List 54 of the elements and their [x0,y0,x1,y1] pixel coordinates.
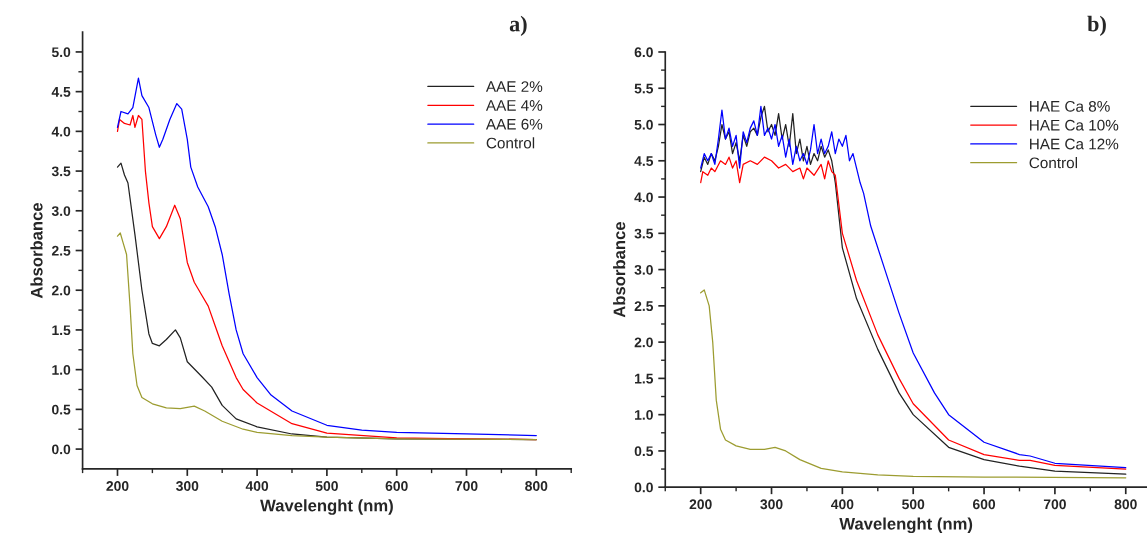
y-tick-label: 2.0 [634,337,653,348]
y-tick-label: 2.0 [51,285,71,296]
text: b) [1087,15,1106,36]
y-tick-label: 3.0 [51,206,71,216]
y-tick-label: 3.5 [634,228,654,239]
y-tick-label: 0.5 [52,404,71,415]
y-tick-label: 2.5 [634,301,654,312]
x-tick-label: 800 [525,481,548,491]
x-tick-label: 200 [689,499,712,510]
x-tick-label: 600 [972,499,996,510]
line-series [700,289,1127,479]
y-tick-label: 0.0 [52,444,71,455]
legend-label: AAE 4% [485,100,543,111]
x-tick-label: 300 [176,481,199,491]
y-tick-label: 5.0 [634,119,653,130]
y-tick-label: 0.5 [634,446,654,457]
x-tick-label: 400 [831,499,854,510]
x-tick-label: 400 [245,481,269,491]
y-tick-label: 4.0 [51,126,71,137]
y-tick-label: 4.0 [634,192,653,203]
annotation: a) [509,15,527,36]
y-tick-label: 2.5 [51,245,71,256]
y-tick-label: 1.5 [52,325,71,336]
legend-label: Control [1029,157,1078,169]
legend-label: HAE Ca 12% [1030,138,1119,150]
y-axis-title: Absorbance [30,202,43,299]
y-tick-label: 5.5 [634,83,654,94]
x-axis-title: Wavelenght (nm) [260,499,393,515]
y-tick-label: 1.0 [52,364,71,375]
x-tick-label: 800 [1114,499,1137,510]
x-tick-label: 700 [455,481,478,491]
y-tick-label: 4.5 [51,87,71,97]
legend-label: HAE Ca 8% [1030,100,1110,112]
legend-label: AAE 2% [485,81,543,92]
y-tick-label: 6.0 [634,47,653,58]
y-axis-title: Absorbance [613,221,626,318]
y-tick-label: 3.5 [51,166,71,177]
y-tick-label: 0.0 [634,482,653,493]
legend-label: HAE Ca 10% [1030,119,1119,131]
y-tick-label: 1.0 [635,409,653,420]
x-axis-title: Wavelenght (nm) [839,517,973,534]
x-tick-label: 600 [385,481,408,491]
y-tick-label: 4.5 [634,156,654,166]
line-series [116,232,537,441]
x-tick-label: 200 [106,481,129,491]
x-tick-label: 500 [902,499,925,510]
y-tick-label: 1.5 [635,373,654,384]
y-tick-label: 3.0 [634,264,653,275]
legend-label: AAE 6% [485,118,543,130]
y-tick-label: 5.0 [51,47,71,58]
x-tick-label: 700 [1043,499,1066,510]
x-tick-label: 500 [315,481,338,491]
x-tick-label: 300 [760,499,783,510]
legend-label: Control [486,137,535,149]
